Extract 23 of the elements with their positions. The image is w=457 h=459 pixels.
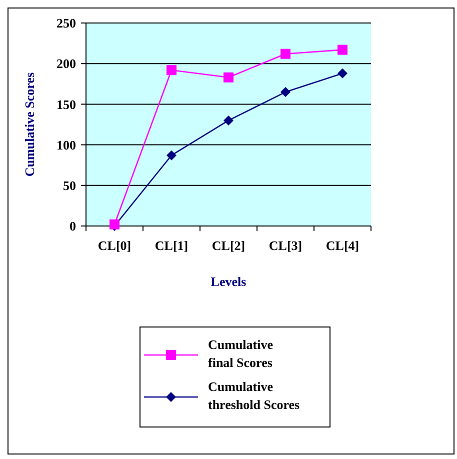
legend-label: Cumulative final Scores — [208, 337, 274, 370]
point — [338, 44, 348, 55]
y-tick-label: 50 — [63, 178, 76, 193]
point — [166, 150, 176, 160]
x-tick-label: CL[2] — [212, 238, 246, 253]
x-tick-label: CL[4] — [326, 238, 360, 253]
legend-label: Cumulative threshold Scores — [208, 379, 300, 412]
point — [166, 65, 176, 76]
y-axis-title: Cumulative Scores — [22, 72, 37, 177]
x-axis-title: Levels — [210, 274, 246, 289]
x-tick-label: CL[3] — [268, 238, 302, 253]
y-tick-label: 0 — [70, 218, 76, 234]
y-tick-label: 150 — [56, 96, 76, 112]
point — [338, 68, 348, 78]
x-tick-label: CL[0] — [98, 238, 132, 253]
point — [224, 115, 234, 126]
point — [280, 87, 290, 98]
y-tick-label: 250 — [56, 16, 76, 31]
point — [224, 72, 234, 82]
y-tick-label: 100 — [56, 137, 76, 152]
y-tick-label: 200 — [56, 56, 76, 72]
x-tick-label: CL[1] — [154, 238, 188, 253]
point — [280, 48, 290, 59]
